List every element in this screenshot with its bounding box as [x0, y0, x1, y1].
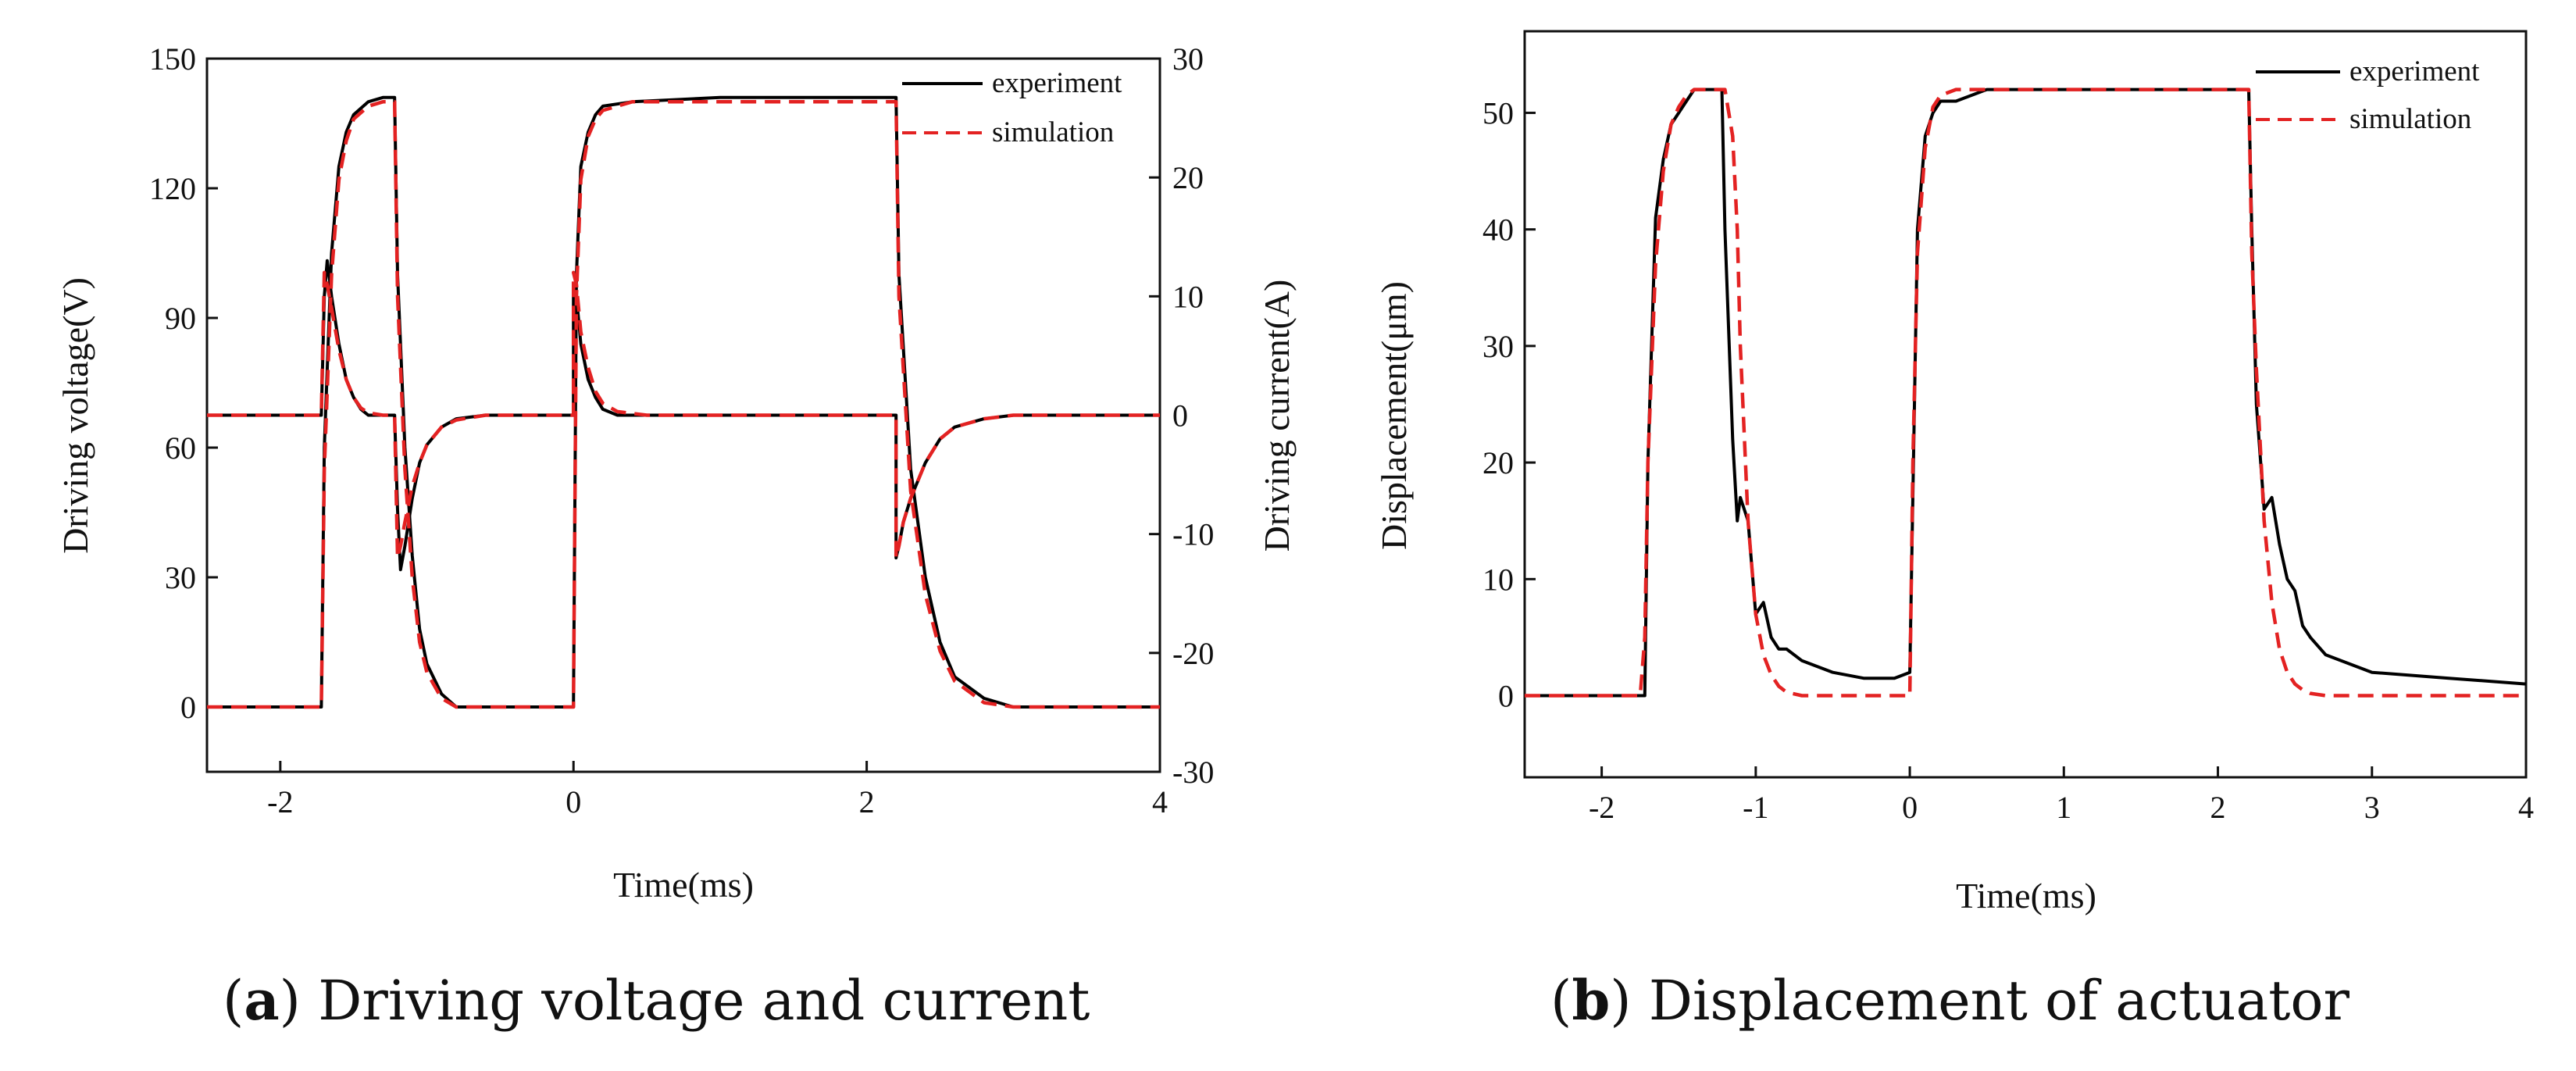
y-tick-label: 30	[165, 560, 196, 595]
series-line-simulation-current	[207, 270, 1160, 560]
x-tick-label: 0	[566, 784, 581, 819]
plot-frame-b	[1523, 30, 2528, 779]
y2-tick-label: -10	[1172, 517, 1214, 552]
series-line-experiment-voltage	[207, 95, 1160, 709]
y2-ticks-a: -30 -20 -10 0 10 20 30	[1149, 41, 1214, 790]
x-ticks-b: -2 -1 0 1 2 3 4	[1589, 766, 2534, 825]
caption-open-a: (	[223, 969, 244, 1033]
x-tick-label: -2	[1589, 790, 1614, 825]
y2-tick-label: 30	[1172, 41, 1204, 77]
x-axis-label-a: Time(ms)	[613, 865, 754, 905]
caption-a: (a) Driving voltage and current	[223, 968, 1090, 1033]
x-tick-label: 0	[1902, 790, 1918, 825]
y2-tick-label: 10	[1172, 279, 1204, 314]
y-axis-label-b: Displacement(μm)	[1374, 281, 1414, 550]
y-tick-label: 10	[1482, 562, 1514, 597]
x-axis-label-b: Time(ms)	[1956, 876, 2096, 916]
legend-b: experiment simulation	[2256, 55, 2480, 135]
caption-text-a: Driving voltage and current	[301, 969, 1090, 1033]
caption-open-b: (	[1550, 969, 1572, 1033]
y-tick-label: 120	[149, 171, 196, 206]
caption-letter-b: b	[1572, 968, 1610, 1033]
caption-b: (b) Displacement of actuator	[1550, 968, 2350, 1033]
y2-axis-label-a: Driving current(A)	[1257, 280, 1297, 552]
series-line-simulation-voltage	[207, 100, 1160, 709]
series-line-simulation	[1525, 87, 2526, 698]
x-tick-label: 1	[2056, 790, 2071, 825]
y2-tick-label: 20	[1172, 160, 1204, 195]
legend-label-experiment-b: experiment	[2349, 55, 2480, 87]
series-lines-a	[207, 95, 1160, 709]
legend-label-experiment-a: experiment	[992, 67, 1122, 99]
panel-b-displacement: -2 -1 0 1 2 3 4 0 10 20 30 40 50 Time(ms) Displacem…	[1374, 30, 2534, 1033]
y-ticks-b: 0 10 20 30 40 50	[1482, 95, 1536, 714]
series-lines-b	[1525, 87, 2527, 698]
y2-tick-label: -20	[1172, 636, 1214, 671]
y-tick-label: 60	[165, 430, 196, 466]
y2-tick-label: 0	[1172, 398, 1188, 434]
y-tick-label: 50	[1482, 95, 1514, 130]
x-tick-label: 3	[2364, 790, 2380, 825]
x-tick-label: -1	[1743, 790, 1768, 825]
caption-close-b: )	[1610, 969, 1631, 1033]
x-tick-label: 2	[2210, 790, 2226, 825]
y-tick-label: 0	[1498, 679, 1514, 714]
legend-a: experiment simulation	[902, 67, 1122, 148]
y-tick-label: 90	[165, 301, 196, 336]
y-axis-label-a: Driving voltage(V)	[55, 277, 95, 554]
y2-tick-label: -30	[1172, 755, 1214, 790]
y-tick-label: 40	[1482, 212, 1514, 248]
caption-close-a: )	[280, 969, 301, 1033]
x-tick-label: 4	[1152, 784, 1168, 819]
legend-label-simulation-a: simulation	[992, 116, 1114, 148]
y-tick-label: 150	[149, 41, 196, 77]
caption-letter-a: a	[244, 968, 279, 1033]
x-tick-label: -2	[267, 784, 293, 819]
x-tick-label: 2	[859, 784, 875, 819]
y-tick-label: 30	[1482, 329, 1514, 364]
y-tick-label: 20	[1482, 445, 1514, 480]
y-tick-label: 0	[180, 690, 196, 725]
x-tick-label: 4	[2518, 790, 2534, 825]
legend-label-simulation-b: simulation	[2349, 103, 2471, 135]
x-ticks-a: -2 0 2 4	[267, 761, 1168, 819]
caption-text-b: Displacement of actuator	[1632, 969, 2350, 1033]
series-line-experiment	[1525, 87, 2527, 698]
y-ticks-a: 0 30 60 90 120 150	[149, 41, 218, 725]
